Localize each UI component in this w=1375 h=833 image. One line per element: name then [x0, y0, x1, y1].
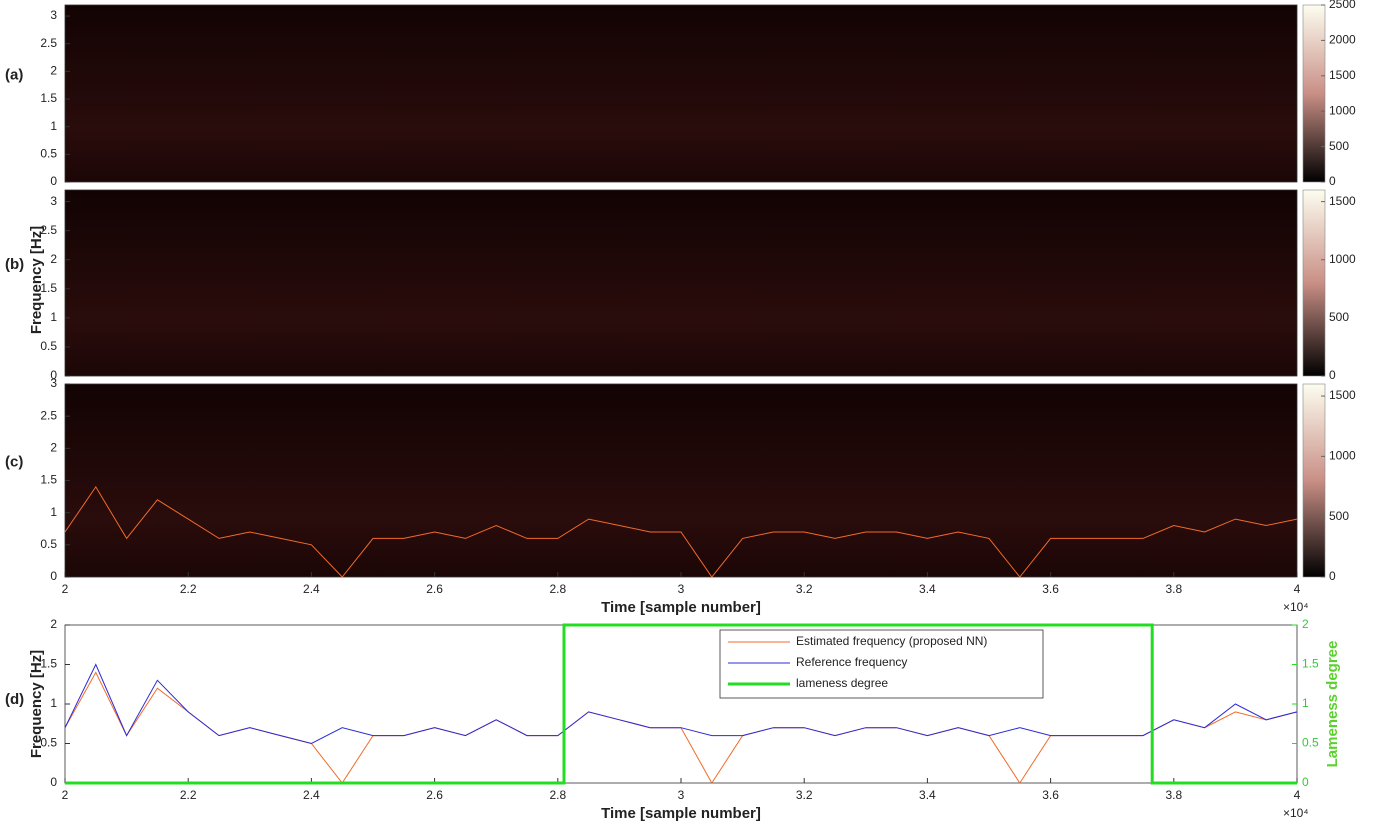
- panel-label: (d): [5, 691, 24, 708]
- y-tick-label: 1.5: [40, 657, 57, 671]
- x-axis-title: Time [sample number]: [601, 805, 761, 822]
- y-tick-label: 3: [50, 376, 57, 390]
- colorbar-tick-label: 500: [1329, 310, 1349, 324]
- y2-axis-title: Lameness degree: [1324, 641, 1341, 768]
- y2-tick-label: 0.5: [1302, 736, 1319, 750]
- spectrogram-image: [65, 190, 1297, 376]
- x-tick-label: 2.8: [549, 582, 566, 596]
- panel-label: (b): [5, 256, 24, 273]
- y-tick-label: 0.5: [40, 736, 57, 750]
- colorbar-tick-label: 1000: [1329, 449, 1356, 463]
- y-tick-label: 1.5: [40, 91, 57, 105]
- y2-tick-label: 1: [1302, 696, 1309, 710]
- x-tick-label: 2.6: [426, 788, 443, 802]
- y-tick-label: 1: [50, 505, 57, 519]
- colorbar-tick-label: 2000: [1329, 33, 1356, 47]
- x-tick-label: 2.4: [303, 788, 320, 802]
- colorbar-tick-label: 0: [1329, 569, 1336, 583]
- panel-label: (c): [5, 453, 23, 470]
- x-tick-label: 3: [678, 788, 685, 802]
- x-multiplier: ×10⁴: [1283, 806, 1309, 820]
- y2-tick-label: 2: [1302, 617, 1309, 631]
- y-tick-label: 1: [50, 696, 57, 710]
- series-line: [65, 623, 1297, 785]
- y-tick-label: 2: [50, 252, 57, 266]
- y-tick-label: 0: [50, 174, 57, 188]
- x-tick-label: 2.2: [180, 788, 197, 802]
- x-tick-label: 2: [62, 582, 69, 596]
- y-axis-title: Frequency [Hz]: [28, 650, 45, 758]
- x-tick-label: 2.2: [180, 582, 197, 596]
- y2-tick-label: 0: [1302, 775, 1309, 789]
- spectrogram-image: [65, 384, 1297, 577]
- series-line: [64, 485, 1298, 578]
- y-tick-label: 2: [50, 64, 57, 78]
- y-tick-label: 2.5: [40, 36, 57, 50]
- y-tick-label: 2: [50, 441, 57, 455]
- x-tick-label: 3: [678, 582, 685, 596]
- x-multiplier: ×10⁴: [1283, 600, 1309, 614]
- y-tick-label: 2.5: [40, 408, 57, 422]
- x-tick-label: 2.8: [549, 788, 566, 802]
- legend-label: Estimated frequency (proposed NN): [796, 634, 987, 648]
- y-tick-label: 3: [50, 194, 57, 208]
- x-tick-label: 3.2: [796, 788, 813, 802]
- legend-label: lameness degree: [796, 676, 888, 690]
- colorbar-tick-label: 1500: [1329, 68, 1356, 82]
- colorbar-tick-label: 2500: [1329, 0, 1356, 11]
- axes-frame: [64, 189, 1298, 377]
- y-tick-label: 0: [50, 368, 57, 382]
- axes-frame: [64, 4, 1298, 183]
- y-tick-label: 2.5: [40, 223, 57, 237]
- y-axis-title: Frequency [Hz]: [28, 226, 45, 334]
- colorbar-tick-label: 0: [1329, 368, 1336, 382]
- y-tick-label: 1: [50, 119, 57, 133]
- y-tick-label: 0: [50, 775, 57, 789]
- x-tick-label: 3.6: [1042, 582, 1059, 596]
- colorbar-tick-label: 1500: [1329, 194, 1356, 208]
- x-axis-title: Time [sample number]: [601, 599, 761, 616]
- spectrogram-image: [65, 5, 1297, 182]
- colorbar: [1302, 383, 1326, 578]
- x-tick-label: 4: [1294, 582, 1301, 596]
- legend-label: Reference frequency: [796, 655, 907, 669]
- y-tick-label: 0: [50, 569, 57, 583]
- y-tick-label: 3: [50, 8, 57, 22]
- x-tick-label: 2.6: [426, 582, 443, 596]
- colorbar-tick-label: 0: [1329, 174, 1336, 188]
- colorbar: [1302, 4, 1326, 183]
- x-tick-label: 3.8: [1165, 788, 1182, 802]
- x-tick-label: 3.2: [796, 582, 813, 596]
- x-tick-label: 2: [62, 788, 69, 802]
- colorbar-tick-label: 500: [1329, 509, 1349, 523]
- colorbar-tick-label: 1000: [1329, 252, 1356, 266]
- y-tick-label: 2: [50, 617, 57, 631]
- y-tick-label: 0.5: [40, 537, 57, 551]
- colorbar-tick-label: 1000: [1329, 103, 1356, 117]
- colorbar: [1302, 189, 1326, 377]
- y-tick-label: 1.5: [40, 281, 57, 295]
- legend-box: [719, 629, 1044, 699]
- x-tick-label: 4: [1294, 788, 1301, 802]
- y-tick-label: 1.5: [40, 473, 57, 487]
- x-tick-label: 3.6: [1042, 788, 1059, 802]
- y-tick-label: 0.5: [40, 339, 57, 353]
- x-tick-label: 3.8: [1165, 582, 1182, 596]
- colorbar-tick-label: 1500: [1329, 388, 1356, 402]
- x-tick-label: 3.4: [919, 582, 936, 596]
- plot-area: [65, 625, 1297, 783]
- series-line: [64, 663, 1298, 745]
- x-tick-label: 3.4: [919, 788, 936, 802]
- y-tick-label: 0.5: [40, 147, 57, 161]
- x-tick-label: 2.4: [303, 582, 320, 596]
- y2-tick-label: 1.5: [1302, 657, 1319, 671]
- colorbar-tick-label: 500: [1329, 139, 1349, 153]
- y-tick-label: 1: [50, 310, 57, 324]
- panel-label: (a): [5, 66, 23, 83]
